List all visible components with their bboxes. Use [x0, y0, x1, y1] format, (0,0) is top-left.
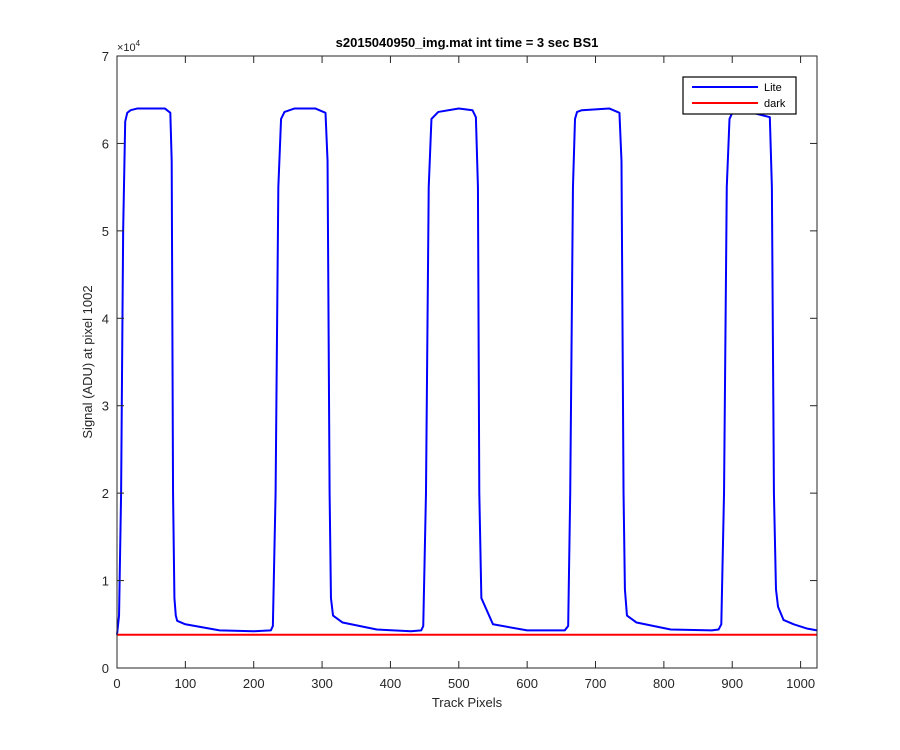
y-tick-label-30000: 3	[102, 399, 109, 414]
ticks-layer: 0 100 200 300 400 500 600 700 800 900 1000 0 1 2 3 4 5 6 7	[102, 49, 817, 691]
legend-label-lite: Lite	[764, 82, 782, 94]
x-tick-label-400: 400	[380, 676, 402, 691]
y-tick-label-20000: 2	[102, 486, 109, 501]
axes-frame	[116, 55, 818, 669]
x-tick-label-900: 900	[721, 676, 743, 691]
y-tick-label-10000: 1	[102, 574, 109, 589]
x-tick-label-600: 600	[516, 676, 538, 691]
x-tick-label-100: 100	[175, 676, 197, 691]
x-tick-label-800: 800	[653, 676, 675, 691]
y-axis-label: Signal (ADU) at pixel 1002	[80, 285, 95, 438]
y-axis-exponent: ×104	[117, 39, 141, 54]
legend-box	[682, 76, 797, 115]
chart-title: s2015040950_img.mat int time = 3 sec BS1	[336, 35, 599, 50]
axes-background	[117, 56, 817, 668]
series-layer	[116, 107, 818, 636]
x-axis-label: Track Pixels	[432, 695, 503, 710]
legend: Lite dark	[682, 76, 797, 115]
y-tick-label-60000: 6	[102, 136, 109, 151]
x-tick-label-700: 700	[585, 676, 607, 691]
y-tick-label-40000: 4	[102, 311, 109, 326]
series-line-lite	[116, 107, 818, 635]
y-tick-label-70000: 7	[102, 49, 109, 64]
y-tick-label-50000: 5	[102, 224, 109, 239]
x-tick-label-300: 300	[311, 676, 333, 691]
x-tick-label-500: 500	[448, 676, 470, 691]
x-tick-label-0: 0	[113, 676, 120, 691]
x-tick-label-200: 200	[243, 676, 265, 691]
x-tick-label-1000: 1000	[786, 676, 815, 691]
y-tick-label-0: 0	[102, 661, 109, 676]
legend-label-dark: dark	[764, 98, 786, 110]
